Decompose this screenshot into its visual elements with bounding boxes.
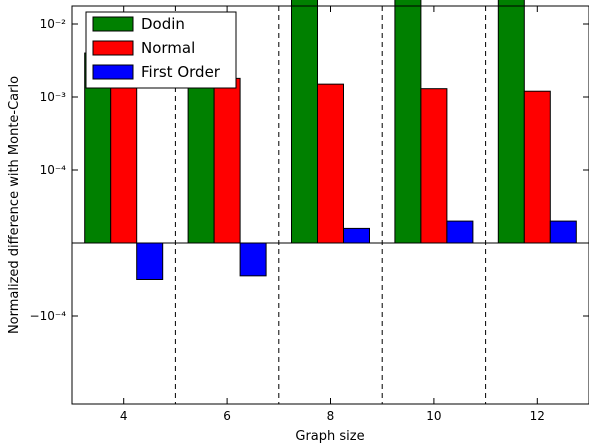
x-axis-label: Graph size	[295, 429, 364, 444]
x-tick-label: 8	[327, 409, 335, 423]
legend-label: Dodin	[141, 15, 185, 33]
bar-normal-10	[420, 88, 448, 244]
x-tick-label: 6	[223, 409, 231, 423]
bar-dodin-12	[497, 0, 525, 244]
x-tick-label: 12	[530, 409, 545, 423]
x-tick-label: 10	[426, 409, 441, 423]
legend: Dodin Normal First Order	[85, 11, 237, 89]
legend-swatch	[92, 16, 134, 32]
legend-label: Normal	[141, 39, 195, 57]
bar-normal-8	[317, 83, 344, 244]
bar-first-order-8	[343, 227, 370, 244]
bar-normal-6	[213, 77, 241, 244]
x-tick-label: 4	[120, 409, 128, 423]
y-tick-label: −10⁻⁴	[30, 309, 67, 323]
legend-label: First Order	[141, 63, 221, 81]
bar-first-order-10	[446, 220, 474, 244]
bar-first-order-4	[136, 242, 164, 280]
y-tick-label: 10⁻⁴	[40, 163, 67, 177]
bar-dodin-10	[394, 0, 422, 244]
bar-first-order-6	[239, 242, 267, 277]
bar-dodin-6	[187, 61, 215, 244]
legend-swatch	[92, 64, 134, 80]
bar-normal-12	[523, 90, 551, 244]
bars-layer	[84, 0, 577, 280]
bar-normal-4	[110, 61, 138, 244]
y-tick-label: 10⁻³	[40, 90, 67, 104]
y-axis-label: Normalized difference with Monte-Carlo	[7, 76, 22, 334]
legend-swatch	[92, 40, 134, 56]
bar-dodin-8	[291, 0, 318, 244]
y-axis-ticks: 10⁻¹10⁻²10⁻³10⁻⁴−10⁻⁴	[30, 17, 589, 323]
bar-first-order-12	[549, 220, 577, 244]
x-axis-ticks: 4 6 8 10 12	[120, 6, 545, 423]
y-tick-label: 10⁻²	[40, 17, 67, 31]
